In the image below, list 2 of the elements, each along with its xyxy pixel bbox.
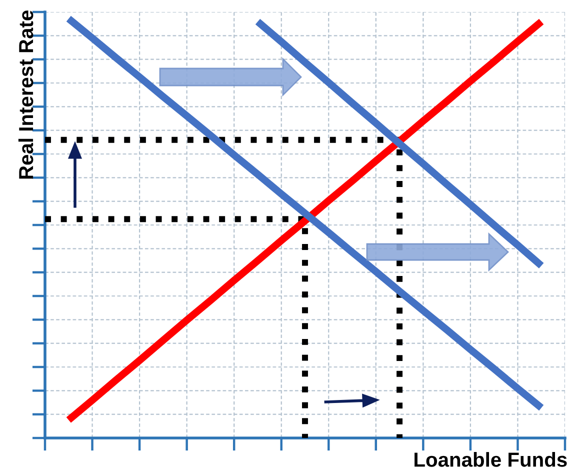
x-axis-title: Loanable Funds xyxy=(414,452,567,467)
y-axis-title: Real Interest Rate xyxy=(18,10,34,179)
